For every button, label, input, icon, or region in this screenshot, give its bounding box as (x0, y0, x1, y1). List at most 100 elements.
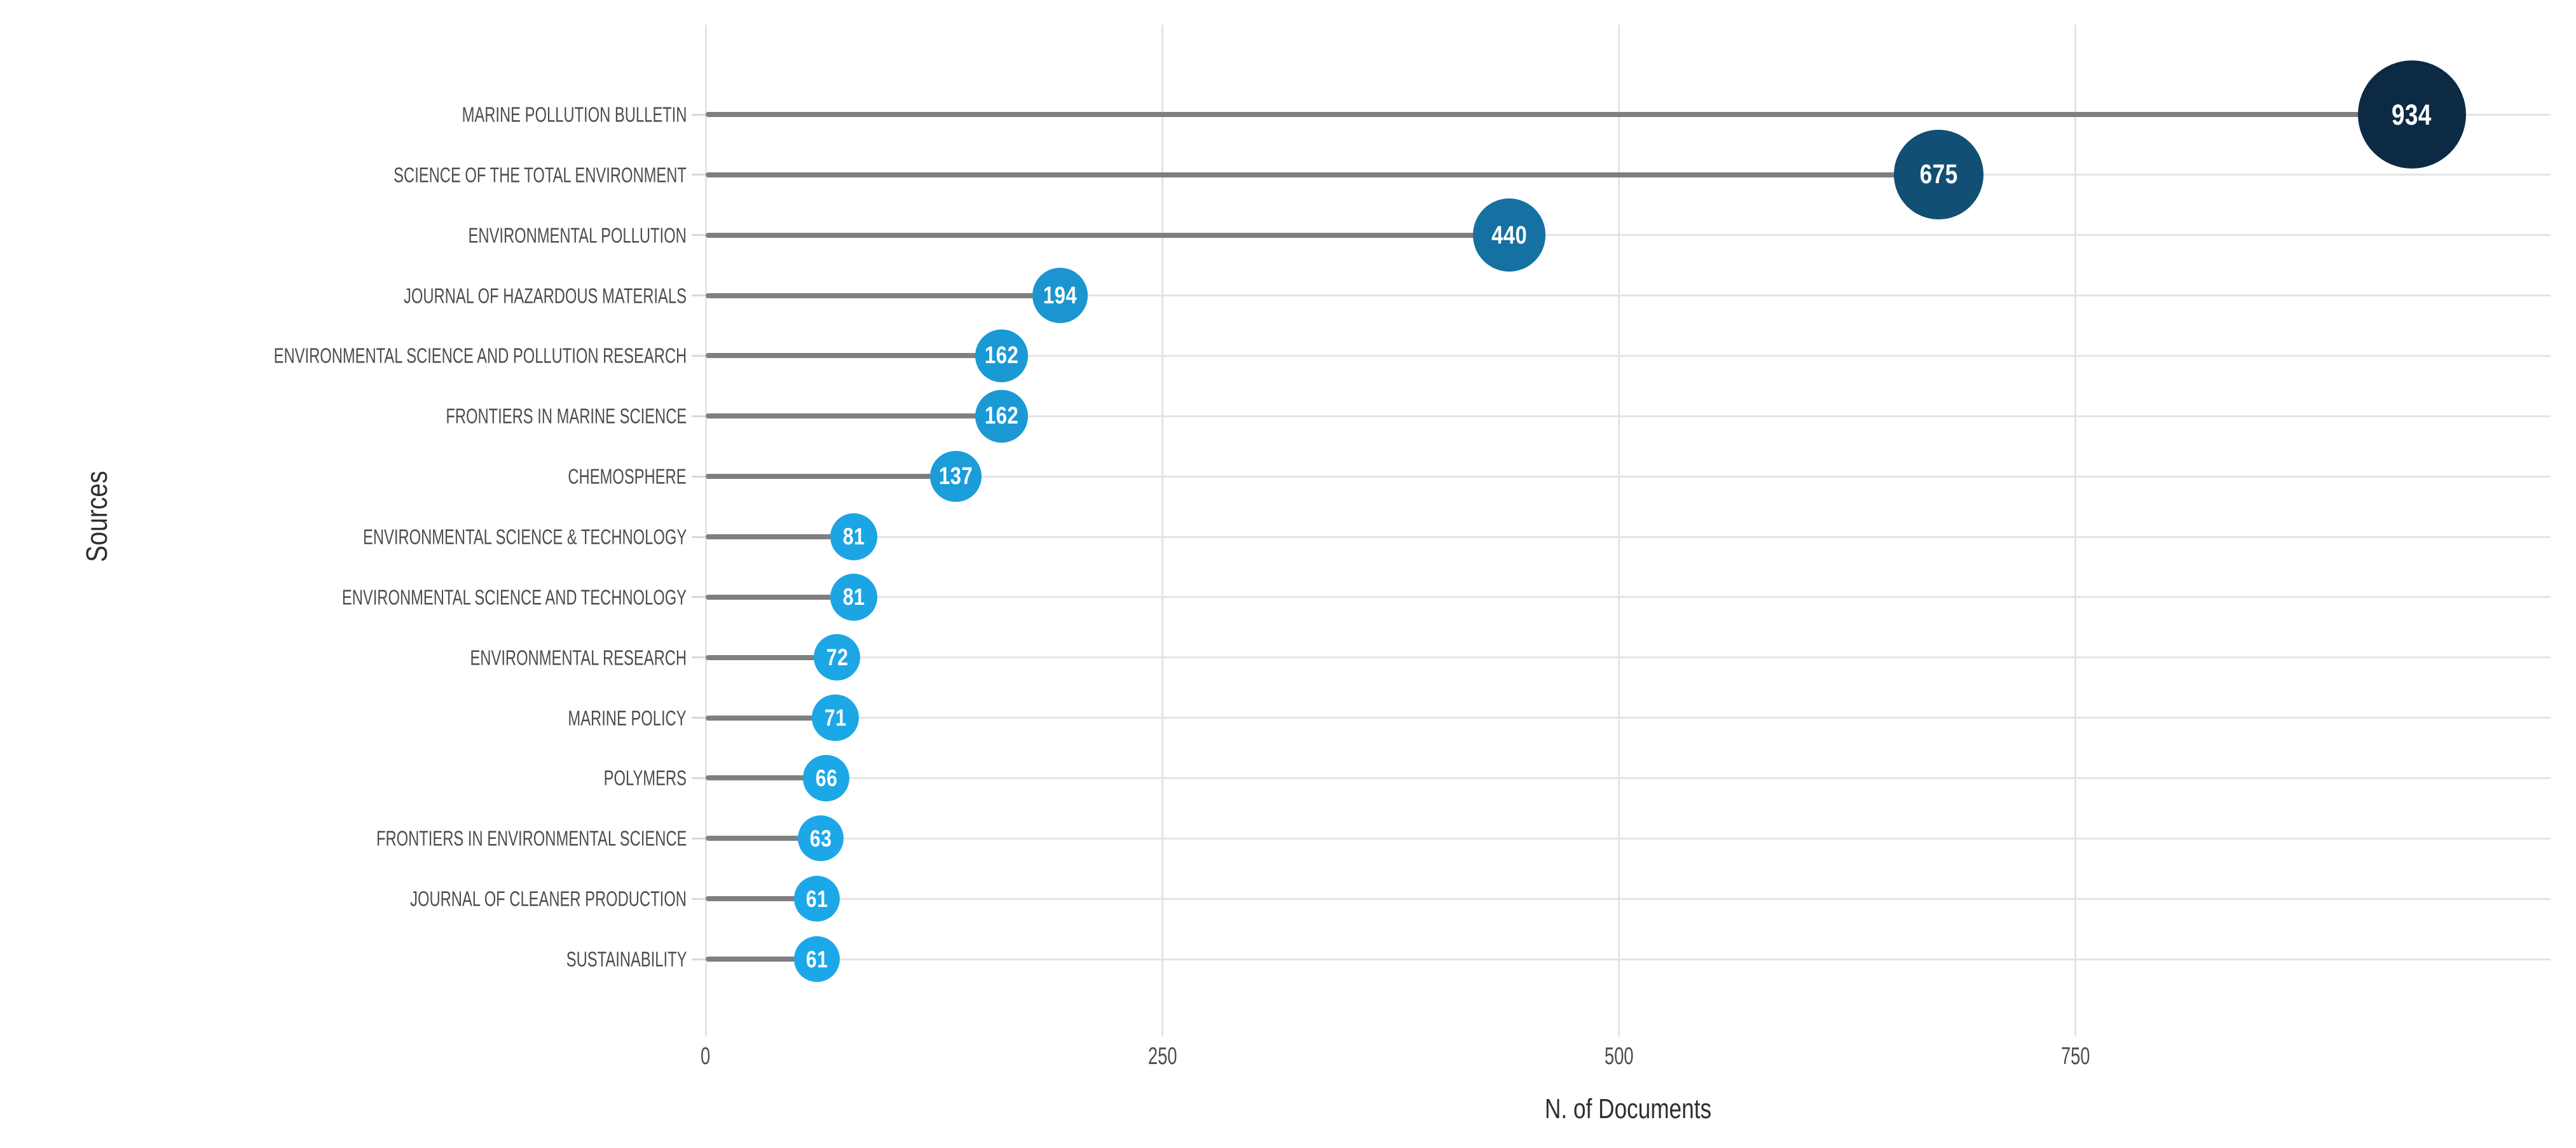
row-gridline (706, 717, 2551, 719)
category-label: JOURNAL OF HAZARDOUS MATERIALS (0, 285, 687, 306)
row-gridline (706, 777, 2551, 779)
data-point-bubble[interactable]: 66 (803, 755, 849, 801)
y-tick-mark (692, 475, 706, 478)
y-tick-mark (692, 958, 706, 960)
category-label: ENVIRONMENTAL SCIENCE AND TECHNOLOGY (0, 586, 687, 607)
row-gridline (706, 596, 2551, 598)
category-label-text: SUSTAINABILITY (566, 947, 687, 971)
category-label: ENVIRONMENTAL RESEARCH (0, 647, 687, 668)
category-label: SUSTAINABILITY (0, 949, 687, 970)
data-point-value: 194 (1043, 282, 1078, 309)
data-point-bubble[interactable]: 72 (814, 634, 861, 681)
y-tick-mark (692, 777, 706, 779)
y-tick-mark (692, 897, 706, 900)
y-tick-mark (692, 536, 706, 538)
data-point-value: 934 (2392, 98, 2432, 131)
data-point-value: 61 (805, 885, 828, 912)
x-tick-label: 250 (1086, 1044, 1238, 1068)
category-label: FRONTIERS IN MARINE SCIENCE (0, 406, 687, 427)
data-point-bubble[interactable]: 81 (830, 513, 877, 561)
lollipop-stem (706, 594, 854, 600)
y-tick-mark (692, 837, 706, 840)
category-label-text: POLYMERS (603, 766, 687, 790)
data-point-bubble[interactable]: 81 (830, 573, 877, 621)
lollipop-stem (706, 896, 818, 902)
row-gridline (706, 897, 2551, 900)
row-gridline (706, 837, 2551, 840)
row-gridline (706, 656, 2551, 659)
category-label-text: ENVIRONMENTAL SCIENCE AND TECHNOLOGY (341, 585, 687, 609)
data-point-bubble[interactable]: 162 (975, 389, 1029, 443)
lollipop-stem (706, 534, 854, 539)
x-gridline (704, 25, 707, 1037)
data-point-value: 81 (842, 584, 865, 611)
category-label: ENVIRONMENTAL POLLUTION (0, 225, 687, 246)
row-gridline (706, 234, 2551, 237)
category-label-text: SCIENCE OF THE TOTAL ENVIRONMENT (394, 163, 687, 187)
y-tick-mark (692, 174, 706, 176)
category-label-text: MARINE POLICY (568, 706, 687, 730)
data-point-value: 72 (826, 644, 849, 671)
data-point-bubble[interactable]: 61 (794, 936, 840, 982)
data-point-value: 162 (984, 342, 1019, 370)
x-tick-label: 750 (1999, 1044, 2152, 1068)
data-point-bubble[interactable]: 71 (812, 695, 859, 742)
y-tick-mark (692, 415, 706, 417)
data-point-value: 66 (815, 764, 837, 791)
data-point-value: 71 (824, 705, 847, 731)
data-point-bubble[interactable]: 162 (975, 329, 1029, 383)
x-gridline (2074, 25, 2077, 1037)
category-label: FRONTIERS IN ENVIRONMENTAL SCIENCE (0, 828, 687, 849)
plot-area (706, 25, 2551, 1037)
lollipop-stem (706, 172, 1939, 177)
lollipop-stem (706, 353, 1002, 359)
lollipop-stem (706, 413, 1002, 419)
category-label-text: JOURNAL OF HAZARDOUS MATERIALS (404, 284, 687, 308)
lollipop-stem (706, 836, 821, 841)
category-label: CHEMOSPHERE (0, 466, 687, 487)
category-label-text: MARINE POLLUTION BULLETIN (462, 102, 687, 127)
lollipop-stem (706, 654, 837, 660)
lollipop-stem (706, 293, 1060, 298)
data-point-bubble[interactable]: 137 (930, 450, 982, 502)
category-label-text: ENVIRONMENTAL SCIENCE AND POLLUTION RESE… (273, 343, 687, 368)
y-tick-mark (692, 294, 706, 297)
category-label-text: ENVIRONMENTAL SCIENCE & TECHNOLOGY (362, 525, 687, 549)
lollipop-stem (706, 957, 818, 962)
category-label-text: JOURNAL OF CLEANER PRODUCTION (410, 887, 687, 911)
lollipop-stem (706, 232, 1510, 238)
data-point-bubble[interactable]: 675 (1893, 130, 1983, 220)
lollipop-stem (706, 775, 826, 781)
data-point-value: 61 (805, 946, 828, 972)
y-tick-mark (692, 354, 706, 357)
data-point-value: 137 (939, 463, 973, 490)
lollipop-stem (706, 715, 835, 721)
category-label: JOURNAL OF CLEANER PRODUCTION (0, 889, 687, 909)
row-gridline (706, 536, 2551, 538)
category-label-text: ENVIRONMENTAL POLLUTION (468, 223, 687, 247)
data-point-bubble[interactable]: 61 (794, 876, 840, 922)
category-label: ENVIRONMENTAL SCIENCE AND POLLUTION RESE… (0, 345, 687, 366)
x-axis-title: N. of Documents (1544, 1093, 1712, 1124)
lollipop-stem (706, 474, 956, 480)
data-point-value: 81 (842, 523, 865, 550)
y-tick-mark (692, 596, 706, 598)
category-label: MARINE POLICY (0, 707, 687, 728)
data-point-bubble[interactable]: 194 (1032, 268, 1088, 324)
data-point-bubble[interactable]: 440 (1472, 198, 1546, 272)
category-label: MARINE POLLUTION BULLETIN (0, 104, 687, 125)
y-tick-mark (692, 717, 706, 719)
row-gridline (706, 475, 2551, 478)
data-point-value: 162 (984, 403, 1019, 430)
y-tick-mark (692, 113, 706, 116)
data-point-bubble[interactable]: 934 (2357, 60, 2466, 169)
data-point-bubble[interactable]: 63 (797, 815, 844, 862)
category-label: SCIENCE OF THE TOTAL ENVIRONMENT (0, 164, 687, 185)
y-tick-mark (692, 656, 706, 659)
x-gridline (1161, 25, 1163, 1037)
x-tick-label: 0 (629, 1044, 782, 1068)
category-label-text: FRONTIERS IN ENVIRONMENTAL SCIENCE (376, 826, 687, 850)
category-label: ENVIRONMENTAL SCIENCE & TECHNOLOGY (0, 527, 687, 548)
data-point-value: 63 (809, 825, 832, 852)
